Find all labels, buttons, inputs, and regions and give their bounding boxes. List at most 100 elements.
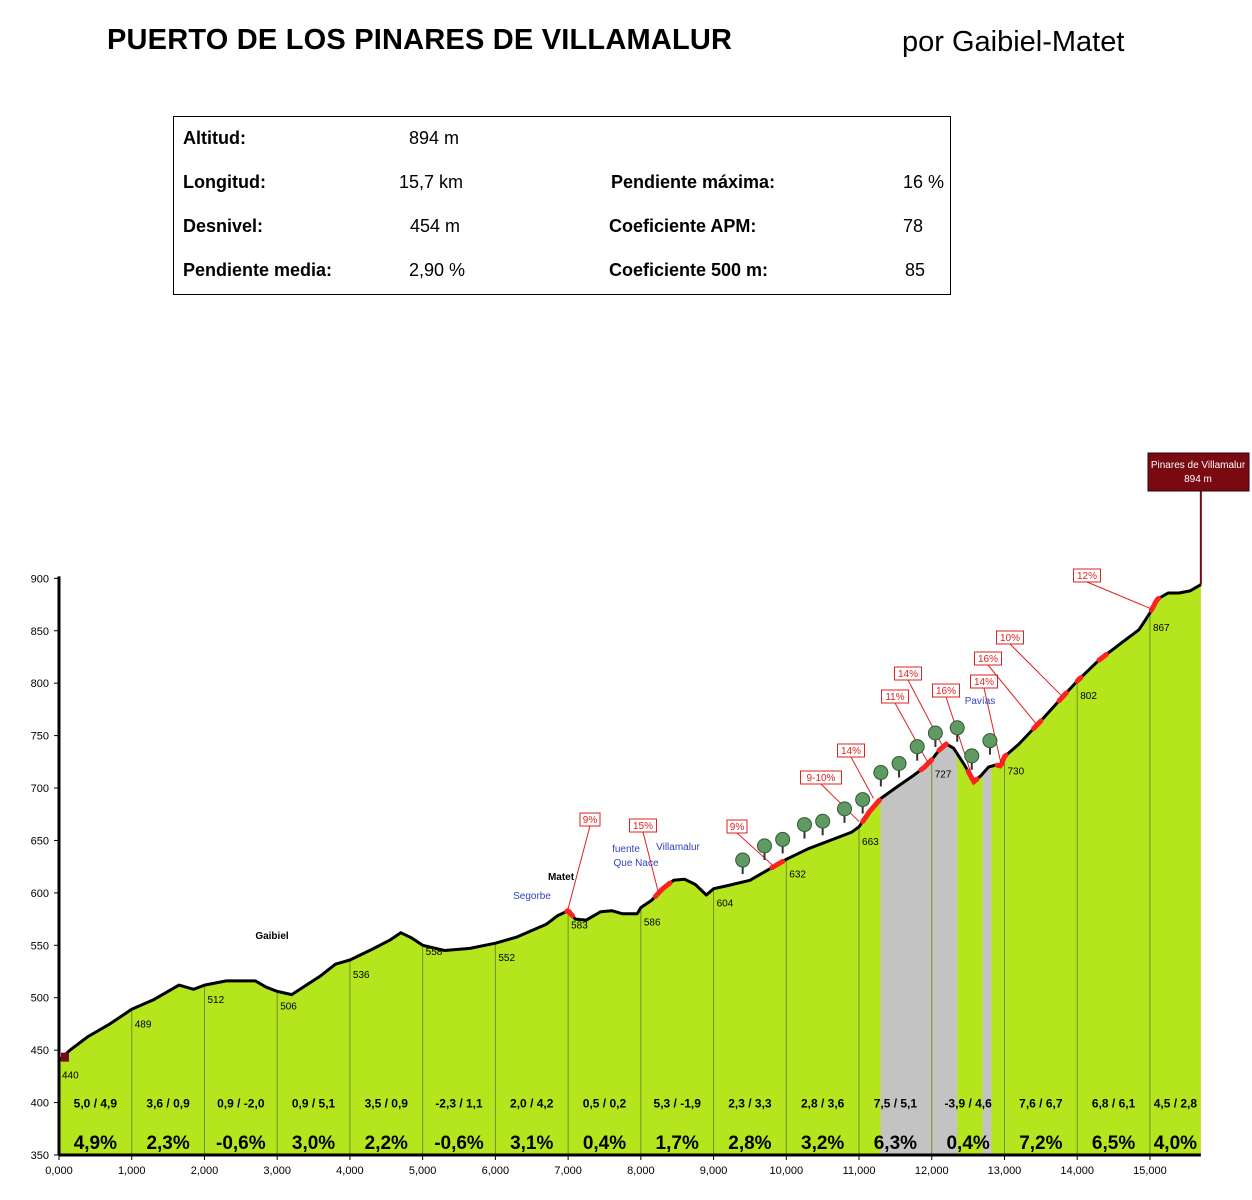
tree-icon: [964, 748, 980, 764]
tree-icon: [949, 720, 965, 736]
slope-callout-line-8: [983, 687, 1002, 763]
x-tick-7: 7,000: [554, 1165, 582, 1177]
y-tick-350: 350: [31, 1150, 49, 1162]
steep-section-0: [564, 908, 575, 919]
x-tick-9: 9,000: [700, 1165, 728, 1177]
elevation-label-867: 867: [1153, 623, 1170, 634]
slope-callout-line-9: [987, 664, 1038, 726]
tree-icon: [756, 838, 772, 854]
y-tick-550: 550: [31, 940, 49, 952]
slope-callout-11: 12%: [1077, 571, 1097, 582]
summit-altitude: 894 m: [1184, 474, 1212, 485]
slope-callout-10: 10%: [1000, 633, 1020, 644]
x-tick-13: 13,000: [988, 1165, 1022, 1177]
elevation-label-730: 730: [1007, 767, 1024, 778]
tree-icon: [855, 792, 871, 808]
segment-pair-15: 4,5 / 2,8: [1154, 1097, 1198, 1111]
x-tick-3: 3,000: [263, 1165, 291, 1177]
slope-callout-9: 16%: [978, 654, 998, 665]
x-tick-2: 2,000: [191, 1165, 219, 1177]
x-tick-15: 15,000: [1133, 1165, 1167, 1177]
x-tick-5: 5,000: [409, 1165, 437, 1177]
slope-callout-box-9: [974, 651, 1002, 666]
slope-callout-box-4: [837, 743, 865, 758]
slope-callout-line-0: [567, 825, 591, 909]
tree-icon: [815, 813, 831, 829]
longitud-value: 15,7 km: [399, 172, 464, 192]
slope-callout-line-3: [820, 783, 860, 822]
place-label-2: Segorbe: [513, 891, 551, 902]
slope-callout-7: 16%: [936, 686, 956, 697]
slope-callout-6: 14%: [898, 669, 918, 680]
pendiente-media-value: 2,90 %: [409, 260, 466, 280]
steep-section-12: [1148, 596, 1162, 613]
steep-section-6: [965, 768, 980, 786]
segment-average-5: -0,6%: [434, 1133, 484, 1154]
slope-callout-box-10: [996, 630, 1024, 645]
pendiente-maxima-label: Pendiente máxima:: [611, 172, 776, 192]
start-marker-icon: [61, 1052, 69, 1062]
tree-icon: [735, 852, 751, 868]
segment-pair-5: -2,3 / 1,1: [435, 1097, 483, 1111]
x-tick-1: 1,000: [118, 1165, 146, 1177]
elevation-label-506: 506: [280, 1001, 297, 1012]
slope-callout-box-2: [726, 819, 748, 834]
coeficiente-500-value: 85: [905, 260, 926, 280]
segment-average-12: 0,4%: [946, 1133, 989, 1154]
x-tick-11: 11,000: [843, 1165, 876, 1177]
elevation-label-632: 632: [789, 869, 806, 880]
elevation-label-552: 552: [498, 953, 515, 964]
slope-callout-line-4: [850, 756, 875, 799]
slope-callout-box-8: [970, 674, 998, 689]
elevation-label-440: 440: [62, 1071, 79, 1082]
segment-pair-7: 0,5 / 0,2: [583, 1097, 627, 1111]
segment-average-8: 1,7%: [656, 1133, 699, 1154]
y-tick-450: 450: [31, 1045, 49, 1057]
segment-average-6: 3,1%: [510, 1133, 553, 1154]
pendiente-maxima-value: 16 %: [903, 172, 945, 192]
elevation-label-536: 536: [353, 970, 370, 981]
steep-section-11: [1096, 652, 1109, 663]
place-label-1: Matet: [548, 872, 575, 883]
segment-average-10: 3,2%: [801, 1133, 844, 1154]
slope-callout-1: 15%: [633, 821, 653, 832]
slope-callout-box-1: [629, 818, 657, 833]
segment-pair-13: 7,6 / 6,7: [1019, 1097, 1063, 1111]
tree-icon: [873, 765, 889, 781]
segment-average-9: 2,8%: [728, 1133, 771, 1154]
x-tick-14: 14,000: [1060, 1165, 1094, 1177]
slope-callout-box-6: [894, 666, 922, 681]
desnivel-value: 454 m: [410, 216, 461, 236]
slope-callout-box-11: [1073, 568, 1101, 583]
y-tick-850: 850: [31, 626, 49, 638]
segment-average-4: 2,2%: [365, 1133, 408, 1154]
slope-callout-2: 9%: [730, 822, 745, 833]
altitud-value: 894 m: [409, 128, 460, 148]
slope-callout-line-10: [1009, 643, 1064, 698]
tree-icon: [775, 831, 791, 847]
y-tick-650: 650: [31, 835, 49, 847]
segment-pair-8: 5,3 / -1,9: [654, 1097, 702, 1111]
segment-pair-4: 3,5 / 0,9: [365, 1097, 409, 1111]
slope-callout-box-7: [932, 683, 960, 698]
slope-callout-5: 11%: [885, 692, 904, 703]
x-tick-0: 0,000: [45, 1165, 73, 1177]
segment-pair-9: 2,3 / 3,3: [728, 1097, 772, 1111]
segment-pair-10: 2,8 / 3,6: [801, 1097, 845, 1111]
elevation-label-586: 586: [644, 918, 661, 929]
elevation-label-512: 512: [207, 995, 224, 1006]
y-tick-500: 500: [31, 993, 49, 1005]
summit-name: Pinares de Villamalur: [1151, 460, 1246, 471]
place-label-3: fuente: [612, 844, 640, 855]
slope-callout-line-1: [642, 831, 660, 896]
altitud-label: Altitud:: [183, 128, 246, 148]
slope-callout-3: 9-10%: [807, 773, 836, 784]
elevation-label-583: 583: [571, 921, 588, 932]
stats-box: Altitud: 894 m Longitud: 15,7 km Pendien…: [173, 116, 951, 295]
elevation-label-663: 663: [862, 837, 879, 848]
slope-callout-8: 14%: [974, 677, 994, 688]
segment-pair-1: 3,6 / 0,9: [146, 1097, 190, 1111]
slope-callout-line-11: [1086, 581, 1154, 611]
place-label-4: Que Nace: [613, 858, 658, 869]
